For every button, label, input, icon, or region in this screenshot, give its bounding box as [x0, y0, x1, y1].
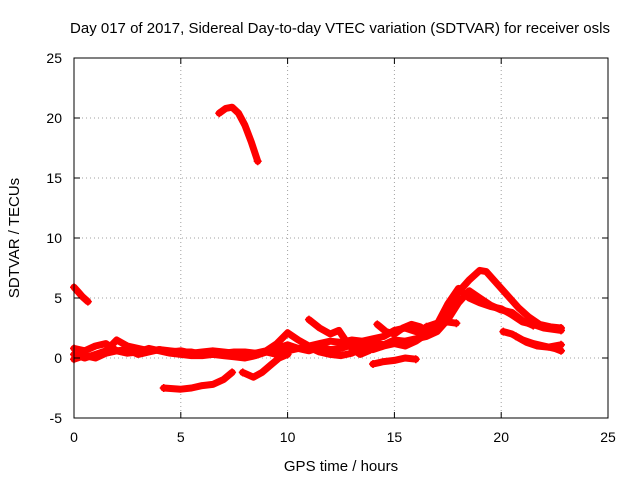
- series-point-marker: [499, 327, 508, 336]
- series-point-marker: [373, 339, 382, 348]
- series-point-marker: [304, 315, 313, 324]
- series-point-marker: [557, 326, 566, 335]
- x-tick-label: 20: [493, 429, 509, 445]
- y-tick-label: -5: [50, 410, 63, 426]
- series-point-marker: [228, 368, 237, 377]
- series-trace-7: [239, 350, 292, 381]
- series-point-marker: [512, 332, 521, 341]
- x-tick-label: 0: [70, 429, 78, 445]
- series-point-marker: [238, 368, 247, 377]
- series-layer: [70, 103, 566, 393]
- series-trace-8: [305, 316, 381, 358]
- y-tick-label: 20: [46, 110, 62, 126]
- y-tick-label: 15: [46, 170, 62, 186]
- chart-title: Day 017 of 2017, Sidereal Day-to-day VTE…: [70, 20, 610, 37]
- y-tick-label: 10: [46, 230, 62, 246]
- x-tick-label: 10: [280, 429, 296, 445]
- series-point-marker: [159, 384, 168, 392]
- series-trace-9: [369, 354, 420, 368]
- series-point-marker: [557, 340, 566, 349]
- y-axis-label: SDTVAR / TECUs: [6, 178, 23, 298]
- series-point-marker: [83, 297, 92, 306]
- series-trace-1: [70, 283, 92, 306]
- series-point-marker: [373, 320, 382, 329]
- grid-layer: [74, 58, 608, 418]
- series-trace-13: [512, 332, 565, 351]
- series-trace-10: [373, 320, 433, 338]
- series-point-marker: [452, 319, 461, 328]
- series-trace-11: [422, 318, 460, 331]
- series-trace-2: [215, 103, 262, 165]
- x-tick-label: 25: [600, 429, 616, 445]
- series-trace-5: [70, 284, 565, 363]
- tick-layer: 0 5 10 15 20 25 -5 0 5 10 15 20 25: [46, 50, 616, 445]
- series-point-marker: [422, 322, 431, 331]
- x-tick-label: 15: [387, 429, 403, 445]
- series-trace-6: [160, 368, 236, 393]
- x-tick-label: 5: [177, 429, 185, 445]
- series-point-marker: [283, 350, 292, 359]
- series-point-marker: [369, 360, 378, 368]
- x-axis-label: GPS time / hours: [284, 458, 398, 475]
- series-point-marker: [215, 109, 224, 118]
- y-tick-label: 5: [54, 290, 62, 306]
- series-point-marker: [253, 157, 262, 166]
- series-point-marker: [411, 355, 420, 364]
- y-tick-label: 0: [54, 350, 62, 366]
- y-tick-label: 25: [46, 50, 62, 66]
